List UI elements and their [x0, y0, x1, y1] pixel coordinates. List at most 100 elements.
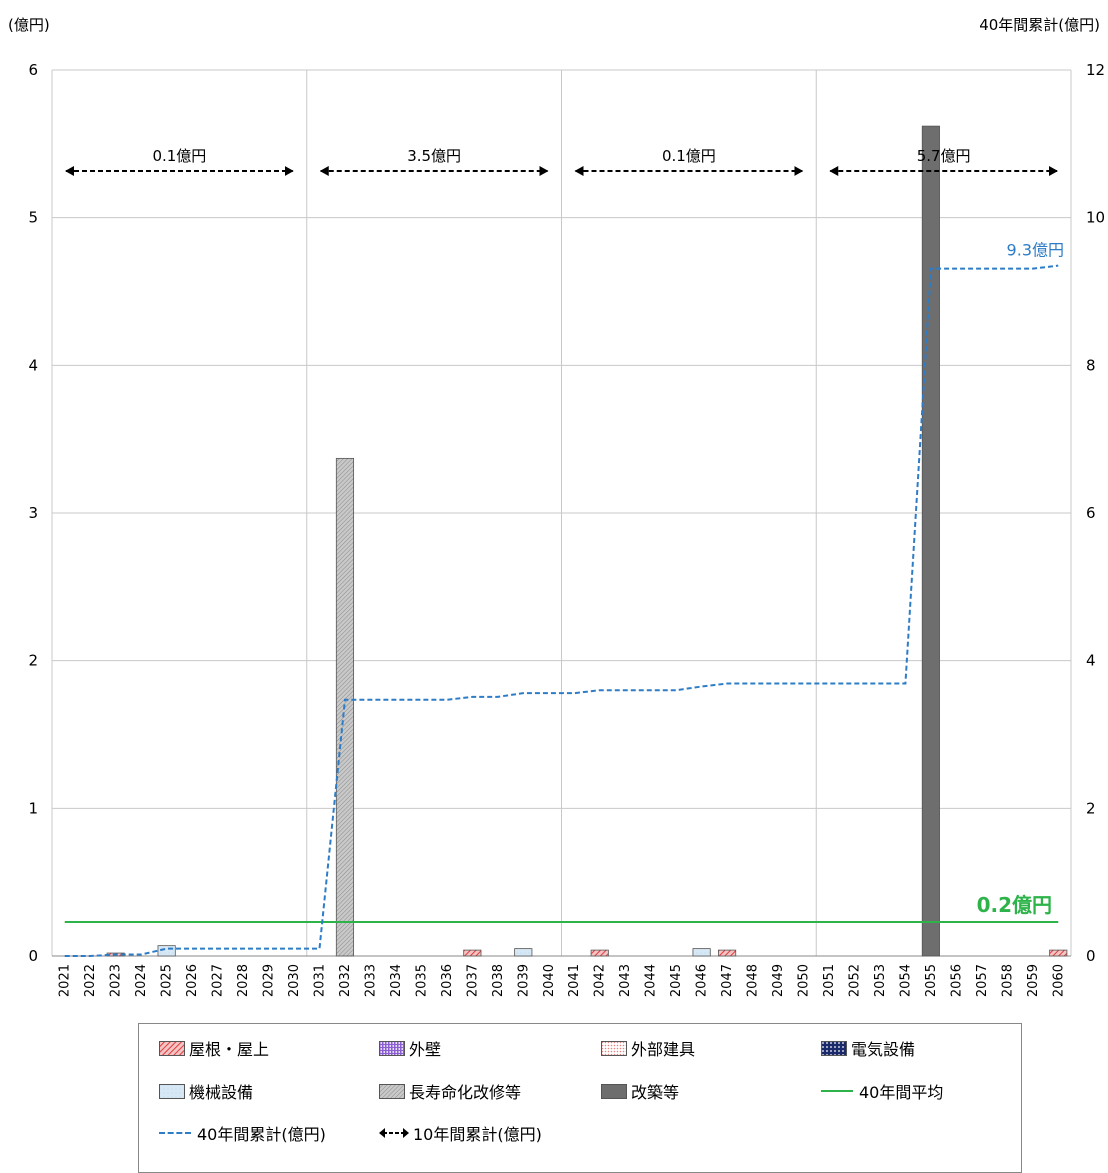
legend-item-electric: 電気設備 — [821, 1036, 915, 1060]
x-tick-label: 2029 — [262, 964, 277, 997]
right-tick-label: 4 — [1086, 652, 1096, 670]
left-tick-label: 3 — [28, 504, 38, 522]
bars — [106, 125, 1068, 957]
legend: 屋根・屋上 外壁 外部建具 電気設備機械設備 長寿命化改修等 改築等 40年間平均 40年間累… — [138, 1023, 1022, 1173]
x-tick-label: 2034 — [389, 964, 404, 997]
legend-item-rebuild: 改築等 — [601, 1079, 679, 1103]
x-tick-label: 2046 — [695, 964, 710, 997]
right-tick-label: 0 — [1086, 947, 1096, 965]
legend-swatch-exterior — [601, 1040, 627, 1056]
decade-total-label: 0.1億円 — [152, 147, 206, 165]
legend-label: 機械設備 — [189, 1083, 254, 1102]
x-tick-label: 2042 — [593, 964, 608, 997]
x-tick-label: 2021 — [58, 964, 73, 997]
legend-swatch-mechanical — [159, 1083, 185, 1099]
double-arrow-icon — [379, 1128, 409, 1138]
left-axis-ticks: 0 1 2 3 4 5 6 — [28, 61, 38, 965]
left-tick-label: 2 — [28, 652, 38, 670]
x-tick-label: 2040 — [542, 964, 557, 997]
x-tick-label: 2036 — [440, 964, 455, 997]
x-tick-label: 2031 — [312, 964, 327, 997]
bar-mechanical — [514, 948, 533, 957]
x-tick-label: 2035 — [414, 964, 429, 997]
legend-label: 長寿命化改修等 — [409, 1083, 522, 1102]
x-tick-label: 2054 — [898, 964, 913, 997]
x-tick-label: 2028 — [236, 964, 251, 997]
bar-roof — [463, 949, 482, 957]
left-tick-label: 1 — [28, 799, 38, 817]
decade-total-label: 3.5億円 — [407, 147, 461, 165]
legend-label: 40年間平均 — [859, 1083, 944, 1102]
x-tick-label: 2053 — [873, 964, 888, 997]
x-tick-label: 2043 — [618, 964, 633, 997]
left-tick-label: 0 — [28, 947, 38, 965]
cumulative-line — [64, 264, 1059, 957]
cumulative-end-label: 9.3億円 — [1007, 241, 1064, 260]
right-tick-label: 12 — [1086, 61, 1105, 79]
x-tick-label: 2056 — [949, 964, 964, 997]
x-tick-label: 2055 — [924, 964, 939, 997]
right-axis-ticks: 0 2 4 6 8 10 12 — [1086, 61, 1105, 965]
bar-rebuild — [921, 125, 940, 957]
x-tick-label: 2059 — [1026, 964, 1041, 997]
right-tick-label: 6 — [1086, 504, 1096, 522]
x-tick-label: 2045 — [669, 964, 684, 997]
x-tick-label: 2025 — [160, 964, 175, 997]
legend-label: 外壁 — [409, 1040, 442, 1059]
x-tick-label: 2058 — [1000, 964, 1015, 997]
legend-item-average: 40年間平均 — [821, 1079, 943, 1103]
x-tick-label: 2048 — [746, 964, 761, 997]
bar-roof — [590, 949, 609, 957]
x-tick-label: 2052 — [847, 964, 862, 997]
left-tick-label: 4 — [28, 356, 38, 374]
left-tick-label: 5 — [28, 209, 38, 227]
x-tick-label: 2033 — [363, 964, 378, 997]
x-tick-label: 2039 — [516, 964, 531, 997]
legend-item-roof: 屋根・屋上 — [159, 1036, 269, 1060]
right-tick-label: 2 — [1086, 799, 1096, 817]
lines — [64, 264, 1059, 957]
legend-swatch-wall — [379, 1040, 405, 1056]
decade-total-label: 0.1億円 — [662, 147, 716, 165]
legend-item-longevity: 長寿命化改修等 — [379, 1079, 521, 1103]
x-tick-label: 2038 — [491, 964, 506, 997]
bar-mechanical — [692, 948, 711, 957]
x-tick-label: 2037 — [465, 964, 480, 997]
legend-swatch-roof — [159, 1040, 185, 1056]
x-tick-label: 2032 — [338, 964, 353, 997]
x-tick-label: 2051 — [822, 964, 837, 997]
x-tick-label: 2030 — [287, 964, 302, 997]
gridlines — [51, 69, 1072, 957]
x-tick-label: 2044 — [644, 964, 659, 997]
x-tick-label: 2041 — [567, 964, 582, 997]
left-tick-label: 6 — [28, 61, 38, 79]
x-tick-label: 2057 — [975, 964, 990, 997]
legend-item-decade: 10年間累計(億円) — [379, 1121, 542, 1145]
decade-annotations: 0.1億円 3.5億円 0.1億円 5.7億円 — [65, 147, 1058, 176]
legend-label: 10年間累計(億円) — [413, 1125, 542, 1144]
bar-mechanical — [157, 945, 176, 957]
legend-item-cumulative: 40年間累計(億円) — [159, 1121, 326, 1145]
legend-swatch-average — [821, 1090, 853, 1092]
legend-label: 電気設備 — [851, 1040, 916, 1059]
legend-swatch-longevity — [379, 1083, 405, 1099]
x-tick-label: 2022 — [83, 964, 98, 997]
x-axis-ticks: 2021 2022 2023 2024 2025 2026 2027 2028 2029 2030… — [58, 964, 1067, 997]
right-tick-label: 10 — [1086, 209, 1105, 227]
decade-total-label: 5.7億円 — [917, 147, 971, 165]
legend-item-exterior: 外部建具 — [601, 1036, 695, 1060]
bar-roof — [718, 949, 737, 957]
legend-item-wall: 外壁 — [379, 1036, 441, 1060]
x-tick-label: 2049 — [771, 964, 786, 997]
legend-label: 外部建具 — [631, 1040, 696, 1059]
legend-label: 屋根・屋上 — [189, 1040, 270, 1059]
x-tick-label: 2047 — [720, 964, 735, 997]
bar-roof — [1049, 949, 1068, 957]
x-tick-label: 2023 — [109, 964, 124, 997]
legend-label: 改築等 — [631, 1083, 680, 1102]
x-tick-label: 2060 — [1051, 964, 1066, 997]
x-tick-label: 2024 — [134, 964, 149, 997]
legend-item-mechanical: 機械設備 — [159, 1079, 253, 1103]
x-tick-label: 2050 — [797, 964, 812, 997]
